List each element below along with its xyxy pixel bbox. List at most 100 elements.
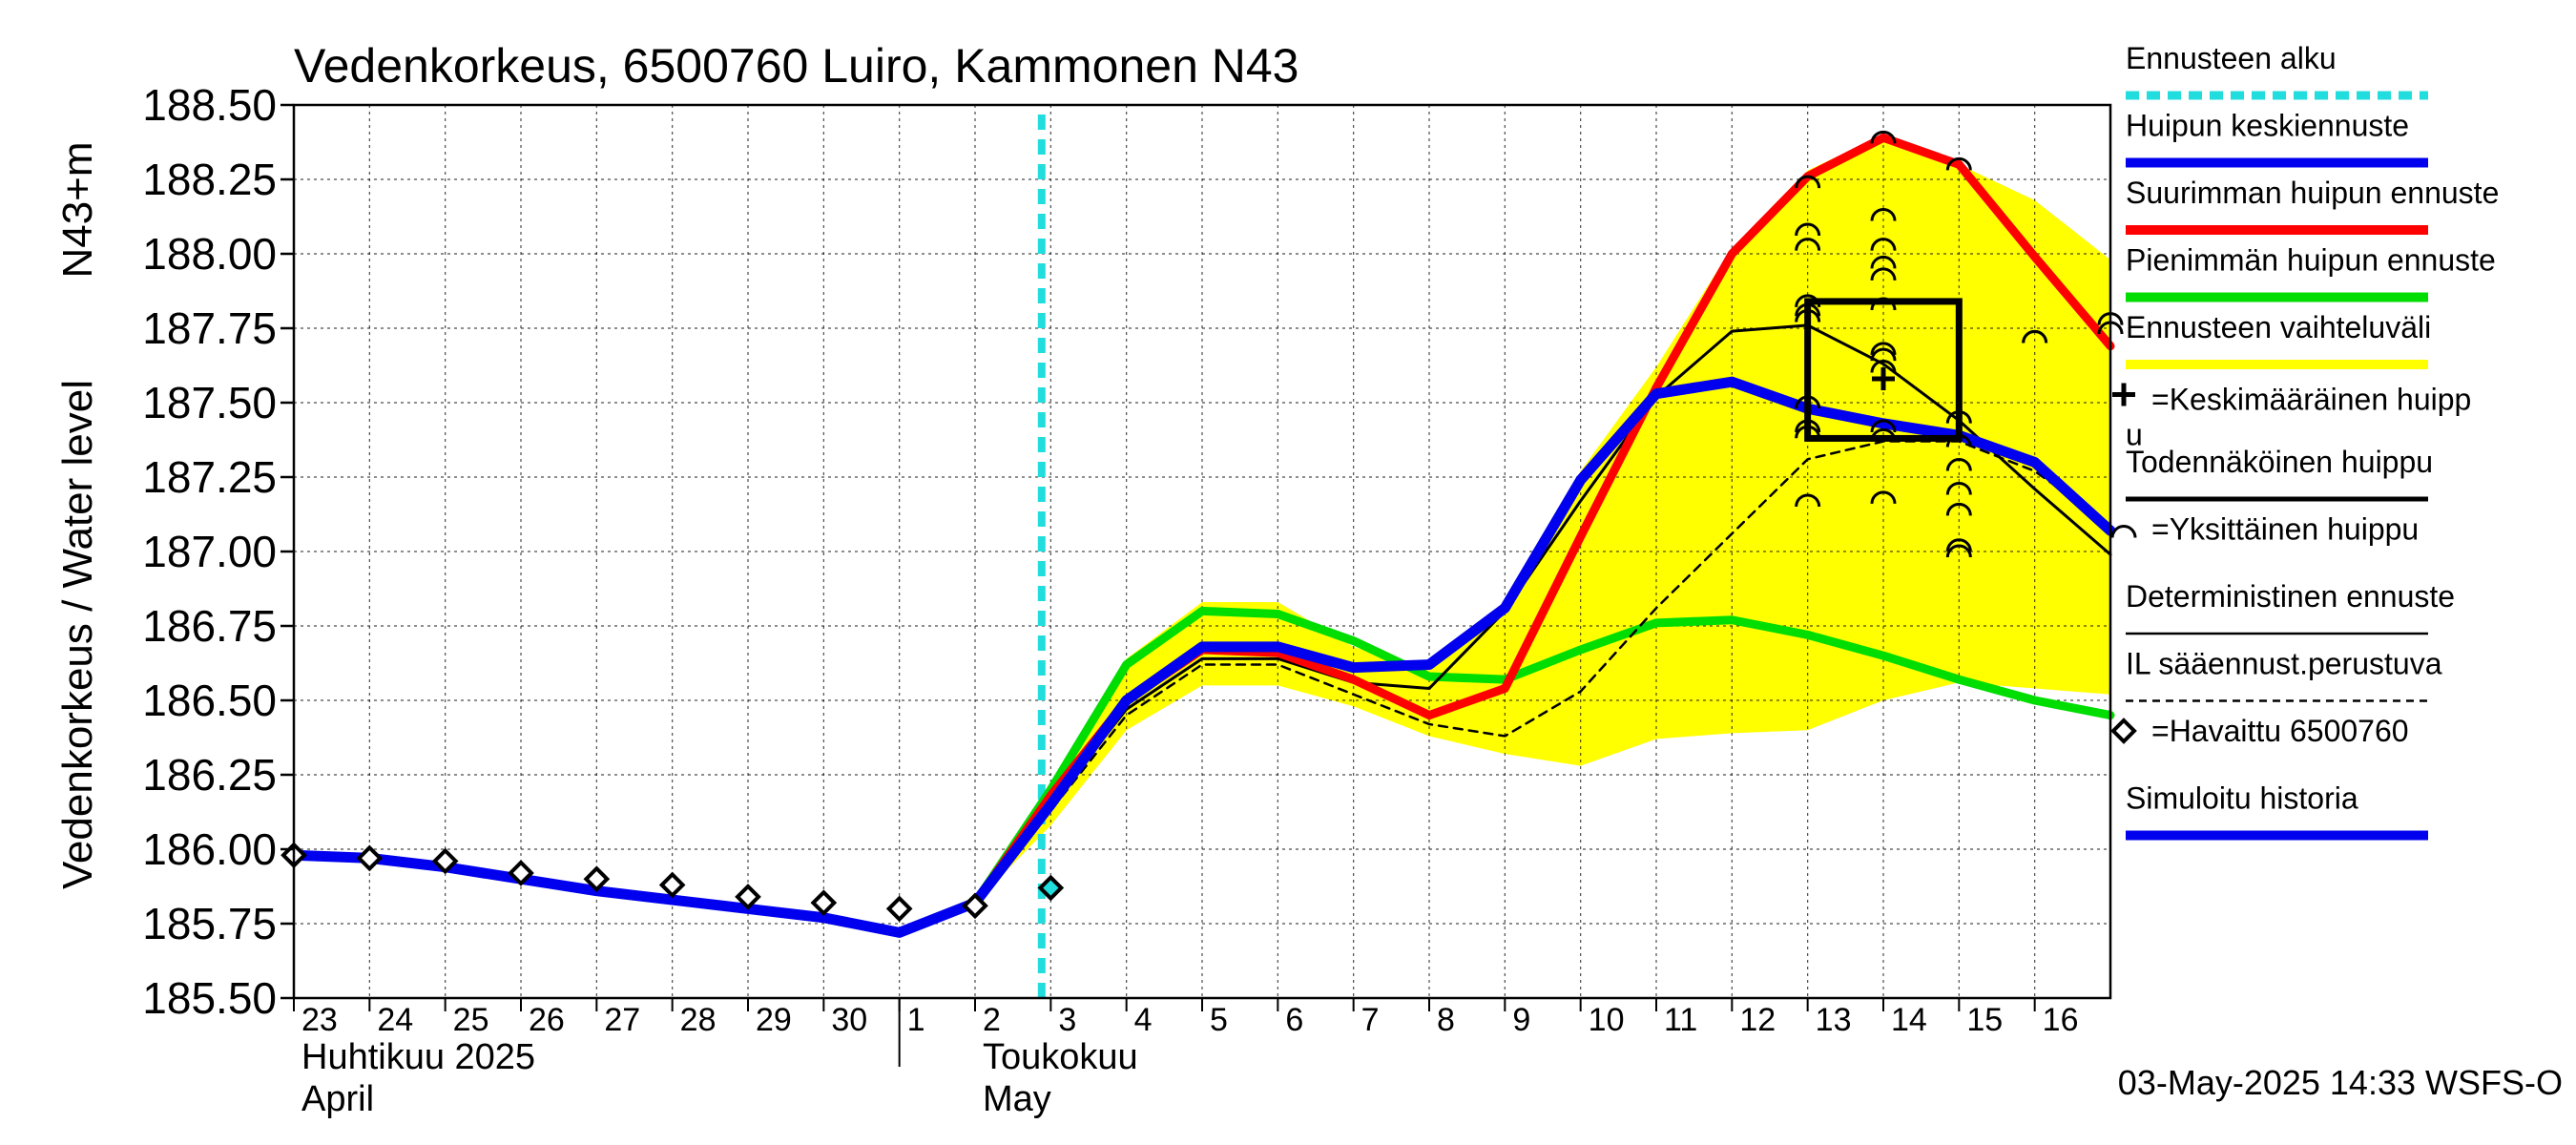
x-tick-label: 25 [453,1002,489,1038]
individual-peak-marker [1870,207,1897,221]
observed-point [962,892,988,920]
individual-peak-marker [1870,490,1897,504]
observed-point [356,844,384,872]
y-tick-label: 187.50 [142,378,277,427]
x-tick-label: 11 [1664,1002,1697,1038]
individual-peak-marker [1795,425,1821,439]
series-deterministic-forecast [973,323,2112,905]
legend-label: =Keskimääräinen huipp [2151,383,2471,417]
x-tick-label: 27 [604,1002,640,1038]
x-tick-label: 1 [907,1002,925,1038]
x-tick-label: 13 [1816,1002,1852,1038]
x-tick-label: 23 [301,1002,338,1038]
observed-point [431,847,459,875]
individual-peak-marker [1795,175,1821,189]
month-label-fi: Huhtikuu 2025 [301,1037,535,1077]
individual-peak-marker [1945,156,1972,171]
probable-peak-box [1804,298,1963,442]
legend-label: Deterministinen ennuste [2126,579,2455,614]
series-simulated-history [288,799,1056,938]
legend-label: =Yksittäinen huippu [2151,512,2419,547]
legend-label: Ennusteen alku [2126,41,2337,75]
legend: Ennusteen alku Huipun keskiennuste Suurimm… [2110,41,2499,841]
individual-peak-marker [1795,395,1821,409]
y-tick-label: 187.25 [142,452,277,502]
x-tick-label: 3 [1058,1002,1076,1038]
individual-peak-marker [1945,544,1972,558]
y-tick-label: 187.00 [142,527,277,576]
x-tick-label: 16 [2043,1002,2079,1038]
legend-label: Simuloitu historia [2126,781,2358,816]
individual-peak-marker [1870,347,1897,362]
observed-point [508,860,534,886]
individual-peak-marker [1945,410,1972,424]
axis-layer: 188.50 188.25 188.00 187.75 187.50 187.25 187.… [142,80,2112,1119]
x-tick-label: 15 [1966,1002,2003,1038]
observed-point [658,871,686,899]
individual-peak-marker [1870,238,1897,251]
x-tick-label: 6 [1285,1002,1303,1038]
x-tick-label: 28 [680,1002,717,1038]
individual-peak-marker [1870,297,1897,311]
individual-peak-marker [1870,342,1897,355]
y-tick-label: 186.50 [142,676,277,725]
individual-peak-marker [1870,267,1897,281]
y-tick-label: 188.25 [142,155,277,204]
series-mean-peak-forecast [1045,376,2116,810]
legend-label: Ennusteen vaihteluväli [2126,310,2431,344]
forecast-range-band [975,135,2110,904]
y-tick-label: 188.00 [142,229,277,279]
x-tick-label: 2 [983,1002,1001,1038]
individual-peak-marker [2022,329,2048,344]
observed-point [810,889,838,916]
x-tick-label: 24 [377,1002,413,1038]
individual-peak-marker [1945,434,1972,448]
individual-peak-marker [1870,419,1897,433]
series-min-peak-forecast [970,606,2115,907]
month-label-en: May [983,1079,1051,1119]
individual-peak-marker [1795,309,1821,323]
x-tick-label: 30 [831,1002,867,1038]
month-label-fi: Toukokuu [983,1037,1138,1077]
legend-swatch [2112,383,2135,406]
x-tick-label: 12 [1739,1002,1776,1038]
individual-peak-marker [1945,538,1972,552]
individual-peak-marker [1870,360,1897,373]
y-tick-label: 188.50 [142,80,277,130]
x-tick-label: 10 [1589,1002,1625,1038]
x-tick-label: 26 [529,1002,565,1038]
y-axis-label: Vedenkorkeus / Water level [54,380,101,889]
x-tick-label: 9 [1512,1002,1530,1038]
individual-peak-marker [1870,130,1897,144]
month-label-en: April [301,1079,374,1119]
individual-peak-marker [1795,302,1821,317]
marker-layer [280,130,2124,923]
legend-label: Todennäköinen huippu [2126,445,2433,479]
legend-label: =Havaittu 6500760 [2151,714,2409,748]
individual-peak-marker [1945,481,1972,495]
y-axis-unit-label: N43+m [54,141,101,278]
y-tick-label: 186.00 [142,824,277,874]
legend-label: Pienimmän huipun ennuste [2126,243,2496,278]
y-tick-label: 186.25 [142,750,277,800]
y-tick-label: 185.75 [142,899,277,948]
individual-peak-marker [1795,222,1821,237]
legend-swatch [2110,525,2137,538]
observed-point [735,884,761,910]
y-tick-label: 185.50 [142,973,277,1023]
individual-peak-marker [1870,255,1897,269]
grid-layer [294,104,2110,999]
observed-point [583,865,611,893]
x-tick-label: 29 [756,1002,792,1038]
x-tick-label: 5 [1210,1002,1228,1038]
x-tick-label: 7 [1361,1002,1380,1038]
chart-title: Vedenkorkeus, 6500760 Luiro, Kammonen N4… [294,39,1299,93]
individual-peak-marker [1870,427,1897,442]
individual-peak-marker [1945,458,1972,471]
individual-peak-marker [1795,493,1821,508]
observed-point [885,895,913,923]
legend-label: Huipun keskiennuste [2126,109,2409,143]
legend-swatch [2110,718,2137,744]
